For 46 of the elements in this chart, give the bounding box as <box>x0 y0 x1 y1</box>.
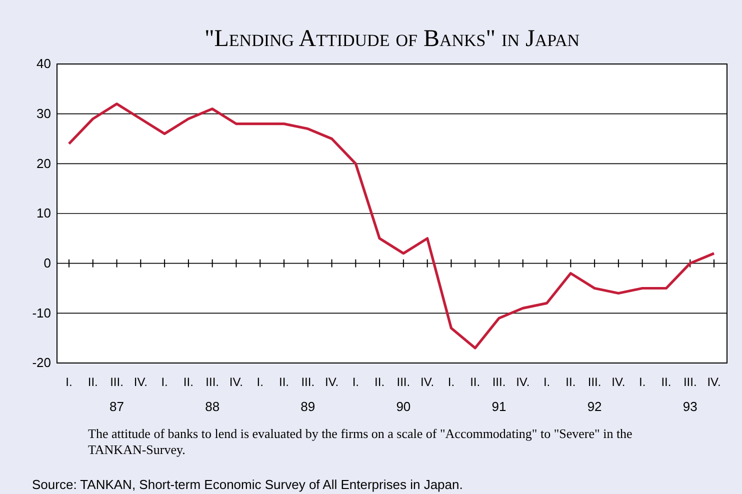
x-tick-label: III. <box>588 375 602 389</box>
x-tick-label: I. <box>256 375 264 389</box>
x-tick-label: II. <box>278 375 290 389</box>
x-tick-label: I. <box>543 375 550 389</box>
x-tick-label: II. <box>470 375 480 389</box>
line-series <box>68 102 716 350</box>
x-tick-label: III. <box>396 375 410 389</box>
y-tick-label: 30 <box>36 106 51 121</box>
x-tick-label: IV. <box>612 375 626 389</box>
x-tick-label: IV. <box>229 375 244 389</box>
x-tick-label: III. <box>683 375 697 389</box>
x-tick-label: III. <box>206 375 220 389</box>
x-tick-label: I. <box>638 375 646 389</box>
x-tick-label: III. <box>301 375 315 389</box>
text: 89 <box>300 399 316 414</box>
text: 87 <box>110 399 124 414</box>
y-tick-label: -10 <box>32 305 51 320</box>
x-tick-label: II. <box>374 375 385 389</box>
x-tick-label: IV. <box>516 375 530 389</box>
x-tick-label: IV. <box>420 375 434 389</box>
x-tick-label: I. <box>448 375 455 389</box>
source-note: Source: TANKAN, Short-term Economic Survey of All Enterprises in Japan. <box>32 477 463 492</box>
x-tick-label: IV. <box>324 375 339 389</box>
text: 90 <box>396 399 411 414</box>
x-tick-label: II. <box>183 375 194 389</box>
chart-title: "Lending Attidude of Banks" in Japan <box>204 26 580 52</box>
x-tick-label: II. <box>88 375 98 389</box>
text: The attitude of banks to lend is evaluated by the firms on a scale of "Accommodating" to "Severe" in the TANKAN-Survey. <box>88 426 634 458</box>
text: 93 <box>682 399 698 414</box>
x-tick-label: III. <box>110 375 124 389</box>
text: 92 <box>587 399 602 414</box>
x-tick-label: IV. <box>134 375 148 389</box>
x-tick-label: II. <box>566 375 576 389</box>
y-tick-label: 0 <box>44 255 51 270</box>
x-tick-label: I. <box>161 375 168 389</box>
x-tick-label: I. <box>66 375 72 389</box>
x-tick-label: I. <box>352 375 360 389</box>
x-tick-label: II. <box>661 375 672 389</box>
y-tick-label: 20 <box>36 156 51 171</box>
y-tick-label: 40 <box>36 56 51 72</box>
text: 91 <box>492 399 506 414</box>
text: 88 <box>205 399 220 414</box>
x-tick-label: III. <box>492 375 506 389</box>
y-tick-label: -20 <box>32 355 51 370</box>
y-tick-label: 10 <box>36 206 51 221</box>
x-tick-label: IV. <box>707 375 721 389</box>
